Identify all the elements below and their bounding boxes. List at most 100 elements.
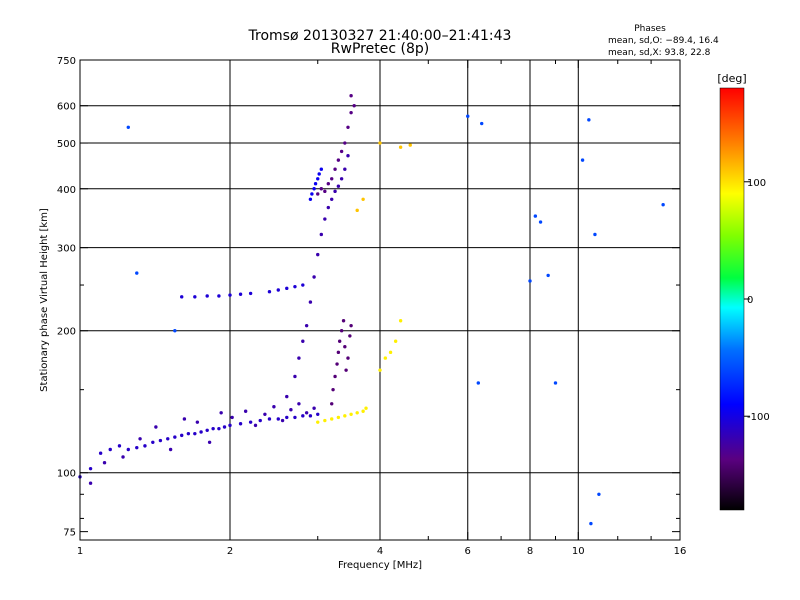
echo-point	[151, 440, 155, 445]
echo-point	[158, 438, 163, 443]
echo-point	[661, 203, 665, 207]
echo-point	[336, 415, 341, 420]
echo-point	[349, 412, 353, 416]
echo-point	[285, 394, 289, 399]
echo-point	[135, 445, 139, 450]
echo-point	[313, 182, 318, 186]
echo-point	[166, 437, 170, 441]
echo-point	[333, 167, 337, 171]
y-axis-label: Stationary phase Virtual Height [km]	[39, 208, 50, 392]
x-tick-label: 10	[572, 546, 585, 557]
echo-point	[316, 252, 320, 257]
echo-point	[317, 172, 321, 176]
echo-point	[546, 273, 550, 278]
echo-point	[228, 423, 232, 428]
echo-point	[589, 521, 593, 526]
phases-x-mode: mean, sd,X: 93.8, 22.8	[608, 48, 711, 58]
y-tick-label: 200	[57, 327, 76, 338]
echo-point	[326, 205, 331, 210]
echo-point	[378, 141, 382, 145]
echo-point	[180, 433, 184, 438]
echo-point	[528, 279, 532, 283]
echo-point	[355, 208, 359, 213]
echo-point	[98, 451, 103, 455]
echo-point	[326, 182, 331, 186]
echo-point	[316, 177, 320, 181]
echo-point	[217, 426, 221, 431]
echo-point	[293, 284, 297, 289]
echo-point	[319, 167, 324, 171]
echo-point	[195, 420, 200, 424]
echo-point	[352, 104, 356, 108]
echo-point	[138, 437, 142, 441]
echo-point	[393, 339, 398, 343]
echo-point	[88, 466, 93, 471]
echo-point	[597, 492, 601, 496]
phases-heading: Phases	[634, 24, 666, 34]
echo-point	[285, 286, 289, 291]
echo-point	[355, 411, 359, 415]
echo-point	[272, 405, 276, 409]
echo-point	[304, 411, 309, 415]
echo-point	[580, 158, 585, 162]
echo-point	[193, 431, 197, 436]
echo-point	[341, 319, 346, 323]
echo-point	[398, 319, 403, 323]
echo-point	[253, 423, 258, 428]
echo-point	[267, 417, 272, 421]
echo-point	[88, 481, 93, 485]
echo-point	[121, 455, 125, 459]
echo-point	[182, 417, 187, 421]
x-tick-label: 2	[227, 546, 233, 557]
echo-point	[349, 323, 353, 328]
echo-point	[263, 412, 267, 416]
echo-points	[78, 94, 665, 526]
echo-point	[289, 408, 293, 412]
echo-point	[319, 232, 324, 237]
echo-point	[154, 425, 158, 429]
echo-point	[228, 293, 232, 297]
echo-point	[276, 417, 280, 421]
echo-point	[349, 110, 353, 115]
echo-point	[533, 214, 538, 218]
x-tick-label: 8	[527, 546, 533, 557]
echo-point	[337, 339, 342, 343]
echo-point	[280, 418, 285, 423]
y-tick-label: 600	[57, 102, 76, 113]
echo-point	[248, 420, 253, 424]
echo-point	[293, 415, 297, 420]
echo-point	[323, 189, 327, 194]
echo-point	[538, 220, 543, 224]
echo-point	[316, 412, 320, 416]
echo-point	[336, 184, 341, 188]
y-tick-label: 300	[57, 244, 76, 255]
echo-point	[364, 406, 368, 410]
echo-point	[323, 418, 327, 423]
echo-point	[126, 125, 130, 129]
echo-point	[248, 291, 253, 296]
echo-point	[219, 411, 223, 415]
echo-point	[316, 420, 320, 424]
echo-point	[243, 409, 248, 413]
echo-point	[258, 418, 262, 423]
echo-point	[173, 329, 177, 333]
echo-point	[348, 334, 352, 338]
y-tick-label: 500	[57, 139, 76, 150]
echo-point	[217, 294, 221, 298]
echo-point	[230, 415, 234, 420]
echo-point	[297, 402, 301, 406]
echo-point	[553, 381, 558, 385]
phases-o-mode: mean, sd,O: −89.4, 16.4	[608, 36, 719, 46]
echo-point	[102, 461, 107, 465]
chart-subtitle: RwPretec (8p)	[331, 41, 429, 57]
echo-point	[276, 288, 280, 292]
echo-point	[238, 292, 243, 296]
echo-point	[117, 444, 122, 448]
y-tick-label: 750	[57, 56, 76, 67]
echo-point	[339, 149, 344, 154]
echo-point	[316, 192, 320, 196]
echo-point	[304, 323, 309, 328]
x-tick-label: 4	[377, 546, 383, 557]
echo-point	[330, 402, 334, 406]
